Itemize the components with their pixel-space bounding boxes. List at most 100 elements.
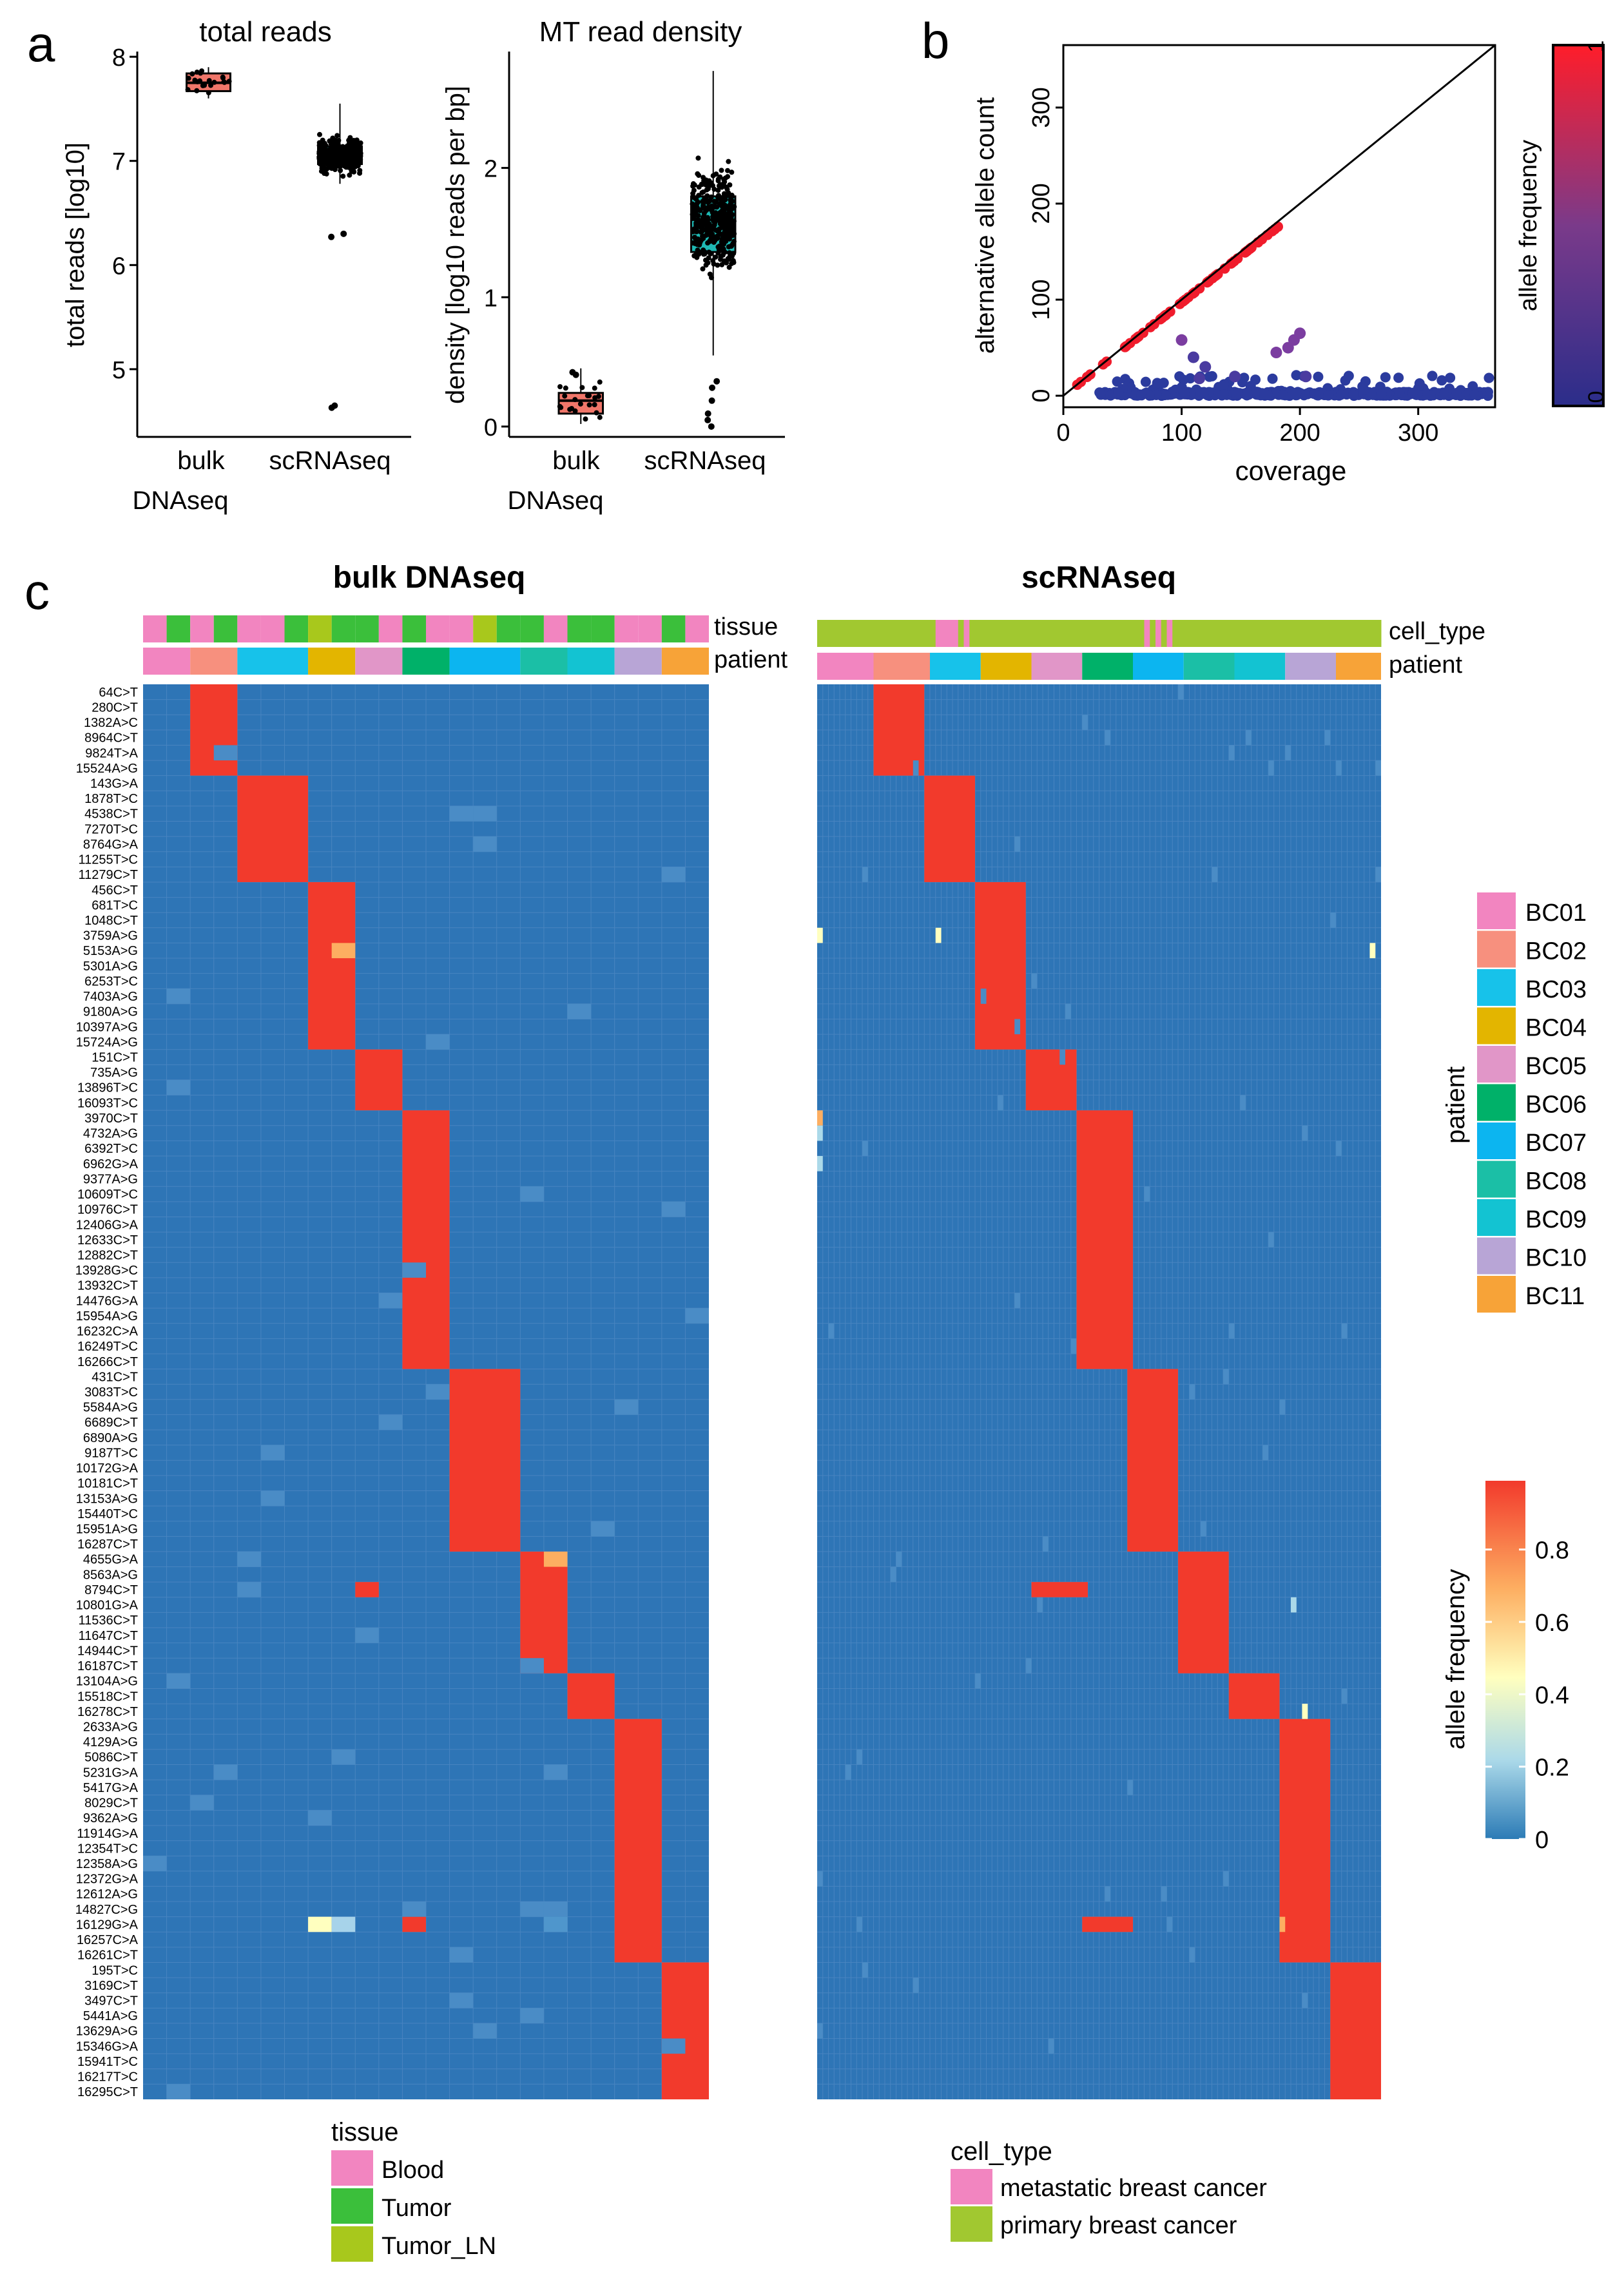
row-label: 681T>C: [92, 898, 138, 912]
data-point: [557, 384, 563, 390]
row-label: 9362A>G: [83, 1811, 138, 1825]
cell-type-cell: [1223, 620, 1230, 647]
cell: [856, 1749, 862, 1765]
data-point: [701, 210, 707, 216]
patient-cell: [449, 648, 521, 675]
tissue-cell: [402, 615, 426, 642]
data-point: [338, 168, 343, 173]
cell: [449, 1947, 474, 1963]
data-point: [715, 177, 721, 182]
row-label: 15941T>C: [77, 2055, 138, 2069]
cell: [1285, 745, 1291, 761]
data-point: [1262, 229, 1273, 240]
legend-title: allele frequency: [1442, 1569, 1470, 1749]
allele-frequency-colorbar: [1485, 1481, 1525, 1839]
data-point: [334, 149, 340, 155]
cell-type-cell: [947, 620, 953, 647]
outlier-point: [713, 378, 720, 385]
cell: [543, 1916, 568, 1932]
cell: [1302, 1992, 1308, 2008]
data-point: [346, 137, 352, 143]
cell-type-cell: [1353, 620, 1359, 647]
data-point: [690, 191, 696, 197]
tissue-cell: [143, 615, 167, 642]
cell-type-cell: [856, 620, 863, 647]
row-label: 8794C>T: [84, 1583, 138, 1597]
data-point: [327, 138, 333, 144]
legend-swatch: [1477, 1084, 1516, 1121]
cell: [1014, 1293, 1020, 1309]
data-point: [221, 79, 227, 84]
data-point: [1343, 371, 1354, 381]
x-tick-label: bulk: [177, 447, 225, 475]
cell: [473, 805, 497, 822]
data-point: [220, 75, 226, 81]
cell: [913, 760, 919, 776]
data-point: [716, 213, 722, 219]
row-label: 11914G>A: [77, 1827, 138, 1841]
row-label: 1382A>C: [84, 716, 138, 730]
data-point: [1252, 387, 1262, 398]
cell: [1279, 1916, 1286, 1932]
data-point: [344, 143, 350, 149]
row-label: 9180A>G: [83, 1005, 138, 1019]
cell-type-cell: [1364, 620, 1370, 647]
x-tick-label: 300: [1398, 419, 1438, 447]
tissue-cell: [355, 615, 379, 642]
patient-cell: [661, 648, 709, 675]
tissue-cell: [638, 615, 662, 642]
tick-label: 0.4: [1535, 1682, 1569, 1709]
cell: [614, 1399, 639, 1415]
cell-type-cell: [986, 620, 992, 647]
sc-heatmap-title: scRNAseq: [1021, 561, 1176, 595]
data-point: [690, 240, 695, 246]
data-point: [720, 236, 726, 242]
legend-swatch-metastatic: [951, 2169, 992, 2204]
cell-type-cell: [952, 620, 959, 647]
data-point: [719, 198, 725, 204]
cell: [817, 1156, 823, 1171]
panel-a-total-reads: total reads total reads [log10] 5 6 7 8 bul…: [61, 16, 411, 515]
legend-label: BC08: [1525, 1168, 1587, 1195]
row-label: 8964C>T: [84, 731, 138, 746]
row-label: 15440T>C: [77, 1507, 138, 1521]
cell: [862, 1962, 868, 1978]
legend-title: patient: [1442, 1066, 1470, 1144]
cell-type-cell: [1150, 620, 1156, 647]
chart-title: total reads: [199, 16, 331, 48]
data-point: [725, 174, 731, 180]
data-point: [1136, 390, 1147, 401]
data-point: [705, 186, 711, 191]
cell-type-cell: [862, 620, 869, 647]
tissue-cell: [260, 615, 285, 642]
cell-type-cell: [1308, 620, 1314, 647]
row-label: 735A>G: [90, 1066, 138, 1080]
data-point: [202, 82, 208, 88]
data-point: [716, 183, 722, 189]
legend-label: BC09: [1525, 1206, 1587, 1233]
row-label: 15524A>G: [76, 762, 138, 776]
row-label: 16261C>T: [77, 1949, 138, 1963]
cell: [817, 1125, 823, 1141]
cell-type-cell: [1285, 620, 1291, 647]
cell: [402, 1902, 426, 1917]
cell: [1043, 1536, 1049, 1552]
cell: [856, 1916, 862, 1932]
data-point: [727, 182, 733, 188]
cell: [817, 1110, 823, 1126]
cell: [1189, 1947, 1195, 1963]
data-point: [327, 164, 333, 169]
row-label: 2633A>G: [83, 1720, 138, 1734]
data-point: [720, 181, 726, 187]
data-point: [703, 182, 709, 188]
data-point: [693, 208, 699, 214]
patient-cell: [1234, 653, 1286, 680]
row-label: 195T>C: [92, 1963, 138, 1978]
data-point: [725, 256, 731, 262]
data-point: [1484, 372, 1494, 383]
tissue-cell: [614, 615, 639, 642]
row-label: 9187T>C: [84, 1446, 138, 1460]
row-label: 16232C>A: [77, 1325, 139, 1339]
data-point: [696, 193, 702, 198]
data-point: [1469, 389, 1480, 400]
